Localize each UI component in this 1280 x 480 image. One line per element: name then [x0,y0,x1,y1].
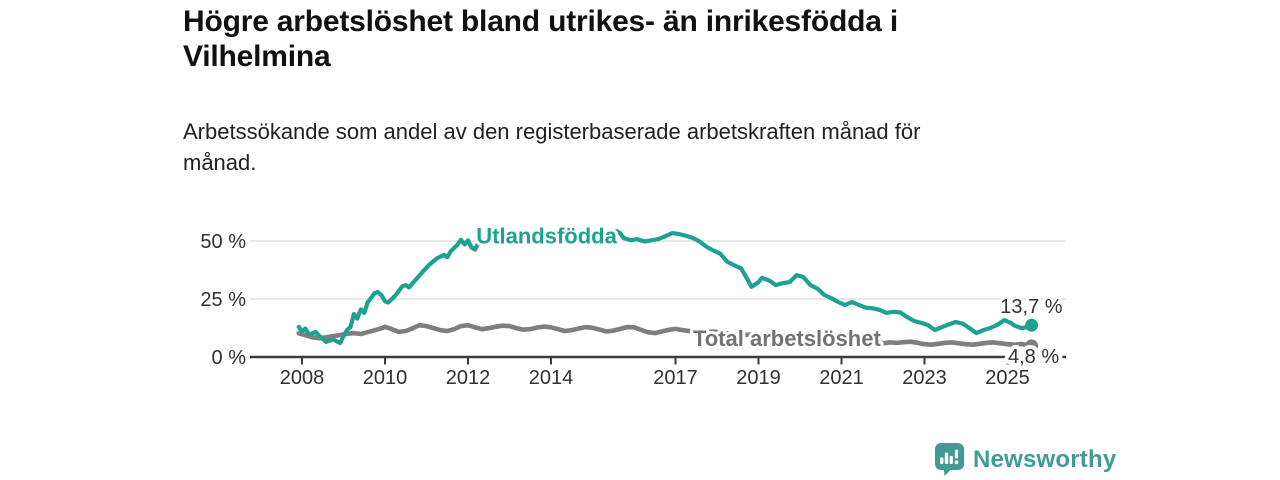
x-tick-label-2021: 2021 [819,367,864,389]
newsworthy-logo-text: Newsworthy [973,445,1117,473]
x-tick-label-2017: 2017 [653,367,698,389]
series-line-total-arbetsloshet [296,322,1034,349]
series-line-utlandsfodda [296,228,1034,346]
y-tick-label-0: 0 % [212,347,247,369]
x-tick-label-2019: 2019 [736,367,781,389]
newsworthy-brand: Newsworthy [935,443,1116,476]
x-tick-label-2012: 2012 [446,367,491,389]
end-value-label-utlandsfodda: 13,7 % [1000,296,1062,318]
x-tick-label-2025: 2025 [985,367,1030,389]
series-end-dot-utlandsfodda [1025,318,1039,332]
newsworthy-logo-icon [935,443,964,476]
series-label-total-arbetsloshet: Total arbetslöshet [693,326,882,351]
chart-subtitle: Arbetssökande som andel av den registerb… [183,119,921,175]
x-tick-label-2010: 2010 [363,367,408,389]
series-end-dot-total-arbetsloshet [1025,339,1039,353]
page-title: Högre arbetslöshet bland utrikes- än inr… [183,5,898,73]
x-tick-label-2008: 2008 [280,367,325,389]
x-tick-label-2014: 2014 [529,367,574,389]
x-tick-label-2023: 2023 [902,367,947,389]
y-tick-label-25: 25 % [200,289,246,311]
end-value-label-total-arbetsloshet: 4,8 % [1008,346,1059,368]
series-label-utlandsfodda: Utlandsfödda [476,223,617,248]
y-tick-label-50: 50 % [200,231,246,253]
